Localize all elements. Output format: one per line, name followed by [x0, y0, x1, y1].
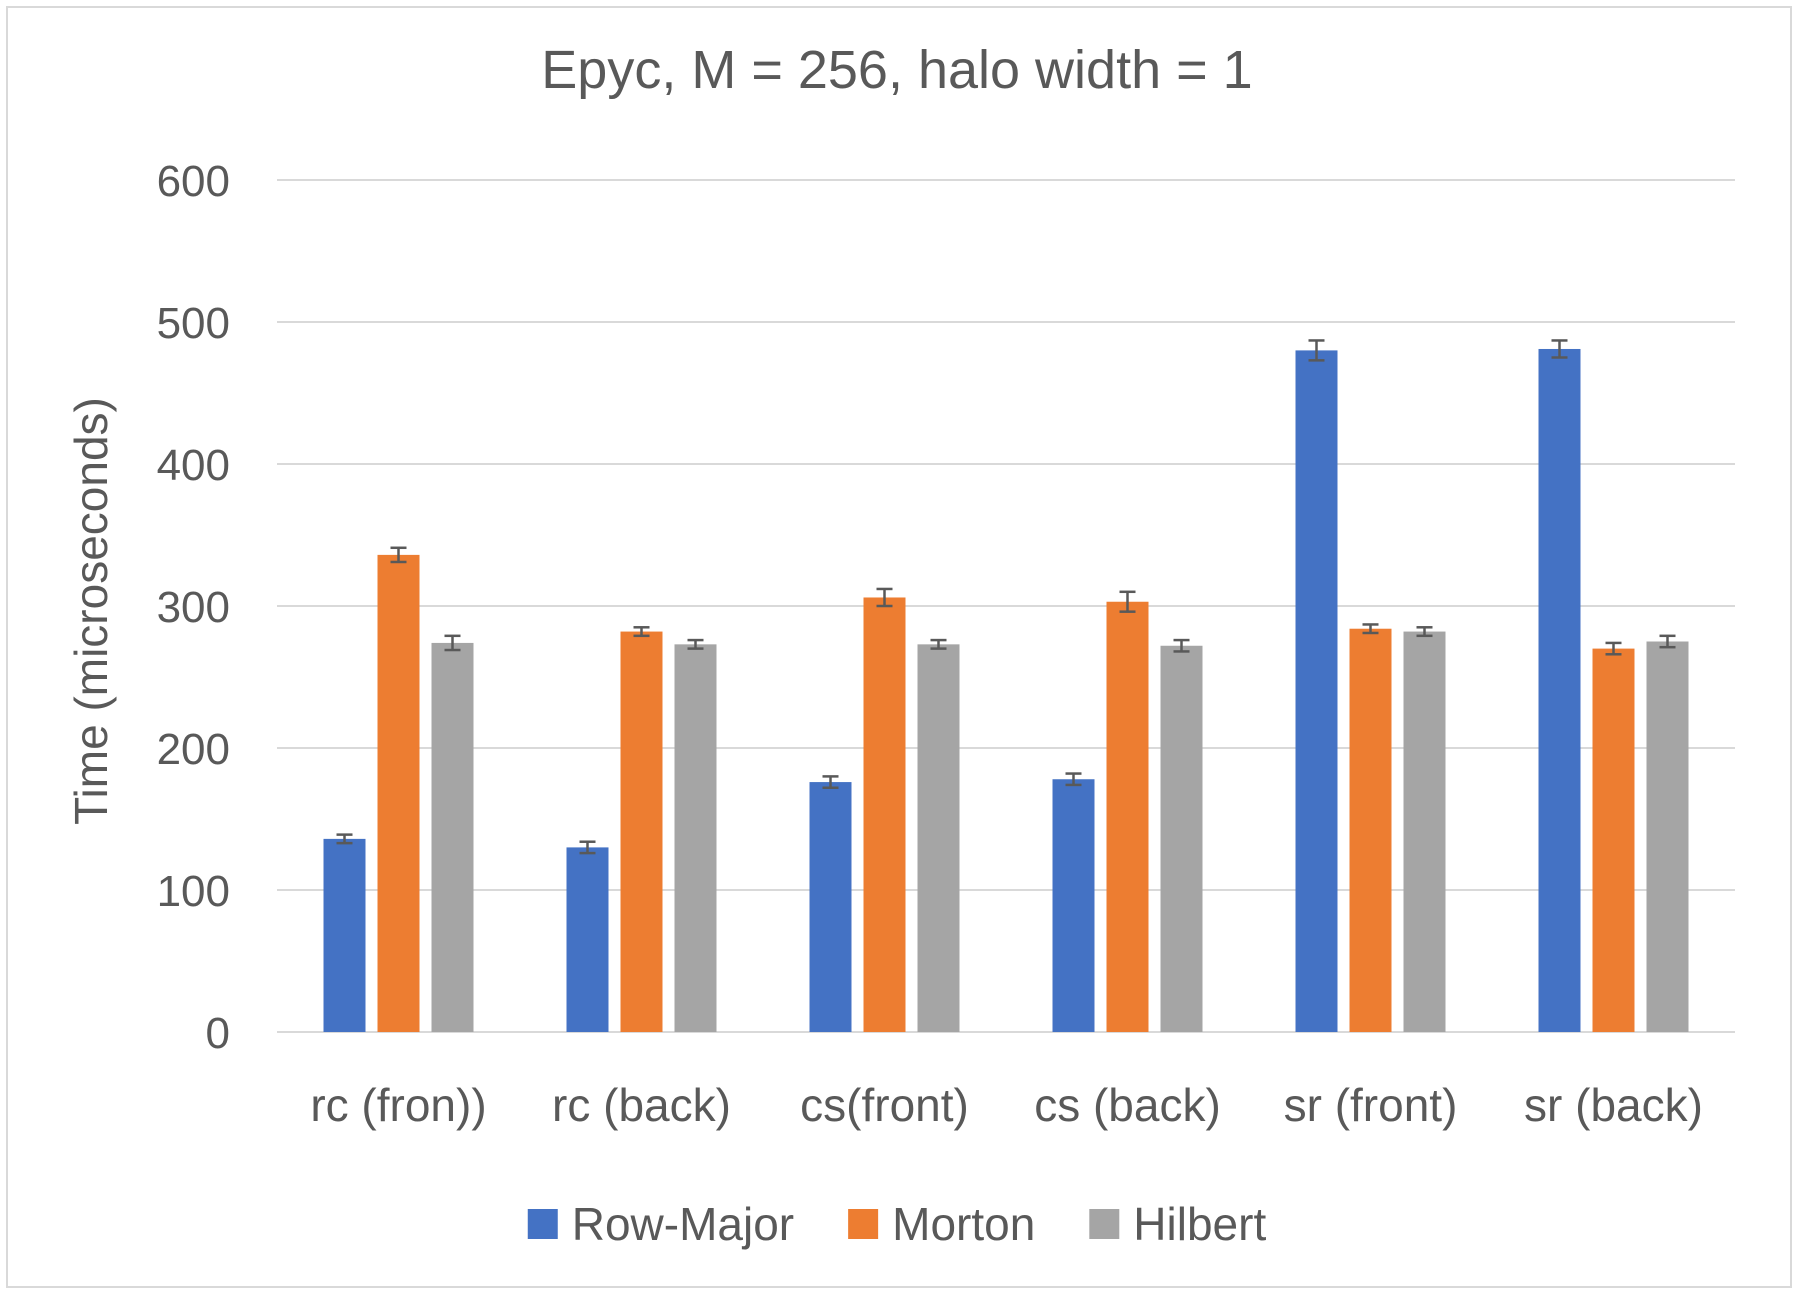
- x-tick-label: cs(front): [800, 1079, 969, 1131]
- legend-item: Hilbert: [1089, 1198, 1266, 1250]
- error-bar: [1659, 634, 1676, 649]
- error-bar: [1605, 641, 1622, 656]
- error-bar: [1308, 339, 1325, 362]
- chart-frame: 0 100 200 300 400 500 600 rc (fron)) rc (back) c…: [6, 6, 1792, 1288]
- error-bar: [930, 638, 947, 650]
- x-tick-labels: rc (fron)) rc (back) cs(front) cs (back) sr …: [310, 1079, 1703, 1131]
- x-tick-label: sr (front): [1284, 1079, 1458, 1131]
- x-tick-label: rc (back): [552, 1079, 731, 1131]
- y-axis-label: Time (microseconds): [65, 397, 117, 825]
- y-tick-label: 500: [157, 299, 230, 348]
- bar-hilbert: [431, 642, 474, 1032]
- legend-item: Row-Major: [527, 1198, 794, 1250]
- y-tick-labels: 0 100 200 300 400 500 600: [157, 157, 230, 1058]
- legend-label: Row-Major: [572, 1198, 794, 1250]
- chart-title: Epyc, M = 256, halo width = 1: [541, 40, 1252, 100]
- bar-row-major: [1295, 350, 1338, 1032]
- bar-row-major: [1538, 348, 1581, 1033]
- error-bar: [687, 638, 704, 650]
- bar-morton: [377, 554, 420, 1032]
- error-bars: [336, 339, 1676, 855]
- error-bar: [1065, 772, 1082, 787]
- y-tick-label: 400: [157, 441, 230, 490]
- legend-swatch: [848, 1209, 879, 1239]
- bar-morton: [1349, 628, 1392, 1032]
- error-bar: [1173, 638, 1190, 653]
- gridlines: [277, 179, 1735, 1033]
- bar-morton: [1106, 601, 1149, 1032]
- bars: [323, 348, 1689, 1033]
- bar-row-major: [1052, 779, 1095, 1032]
- bar-morton: [620, 631, 663, 1032]
- error-bar: [1362, 623, 1379, 635]
- y-tick-label: 100: [157, 867, 230, 916]
- bar-chart: 0 100 200 300 400 500 600 rc (fron)) rc (back) c…: [65, 40, 1735, 1250]
- error-bar: [822, 775, 839, 790]
- legend-swatch: [1089, 1209, 1120, 1239]
- error-bar: [336, 833, 353, 845]
- y-tick-label: 300: [157, 583, 230, 632]
- error-bar: [1119, 590, 1136, 613]
- error-bar: [1416, 626, 1433, 638]
- error-bar: [579, 840, 596, 855]
- error-bar: [876, 587, 893, 608]
- error-bar: [633, 626, 650, 638]
- error-bar: [390, 546, 407, 564]
- bar-hilbert: [1403, 631, 1446, 1032]
- bar-hilbert: [1160, 645, 1203, 1032]
- legend-swatch: [527, 1209, 558, 1239]
- bar-hilbert: [917, 644, 960, 1032]
- y-tick-label: 200: [157, 725, 230, 774]
- x-tick-label: cs (back): [1034, 1079, 1221, 1131]
- y-tick-label: 600: [157, 157, 230, 206]
- error-bar: [444, 634, 461, 652]
- legend-label: Hilbert: [1133, 1198, 1266, 1250]
- bar-morton: [863, 597, 906, 1032]
- bar-hilbert: [674, 644, 717, 1032]
- bar-morton: [1592, 648, 1635, 1032]
- x-tick-label: sr (back): [1524, 1079, 1703, 1131]
- bar-row-major: [809, 782, 852, 1032]
- bar-row-major: [323, 838, 366, 1032]
- y-tick-label: 0: [206, 1009, 230, 1058]
- legend-item: Morton: [848, 1198, 1035, 1250]
- error-bar: [1551, 339, 1568, 359]
- bar-hilbert: [1646, 641, 1689, 1032]
- legend-label: Morton: [892, 1198, 1035, 1250]
- legend: Row-Major Morton Hilbert: [527, 1198, 1266, 1250]
- bar-row-major: [566, 847, 609, 1032]
- x-tick-label: rc (fron)): [310, 1079, 486, 1131]
